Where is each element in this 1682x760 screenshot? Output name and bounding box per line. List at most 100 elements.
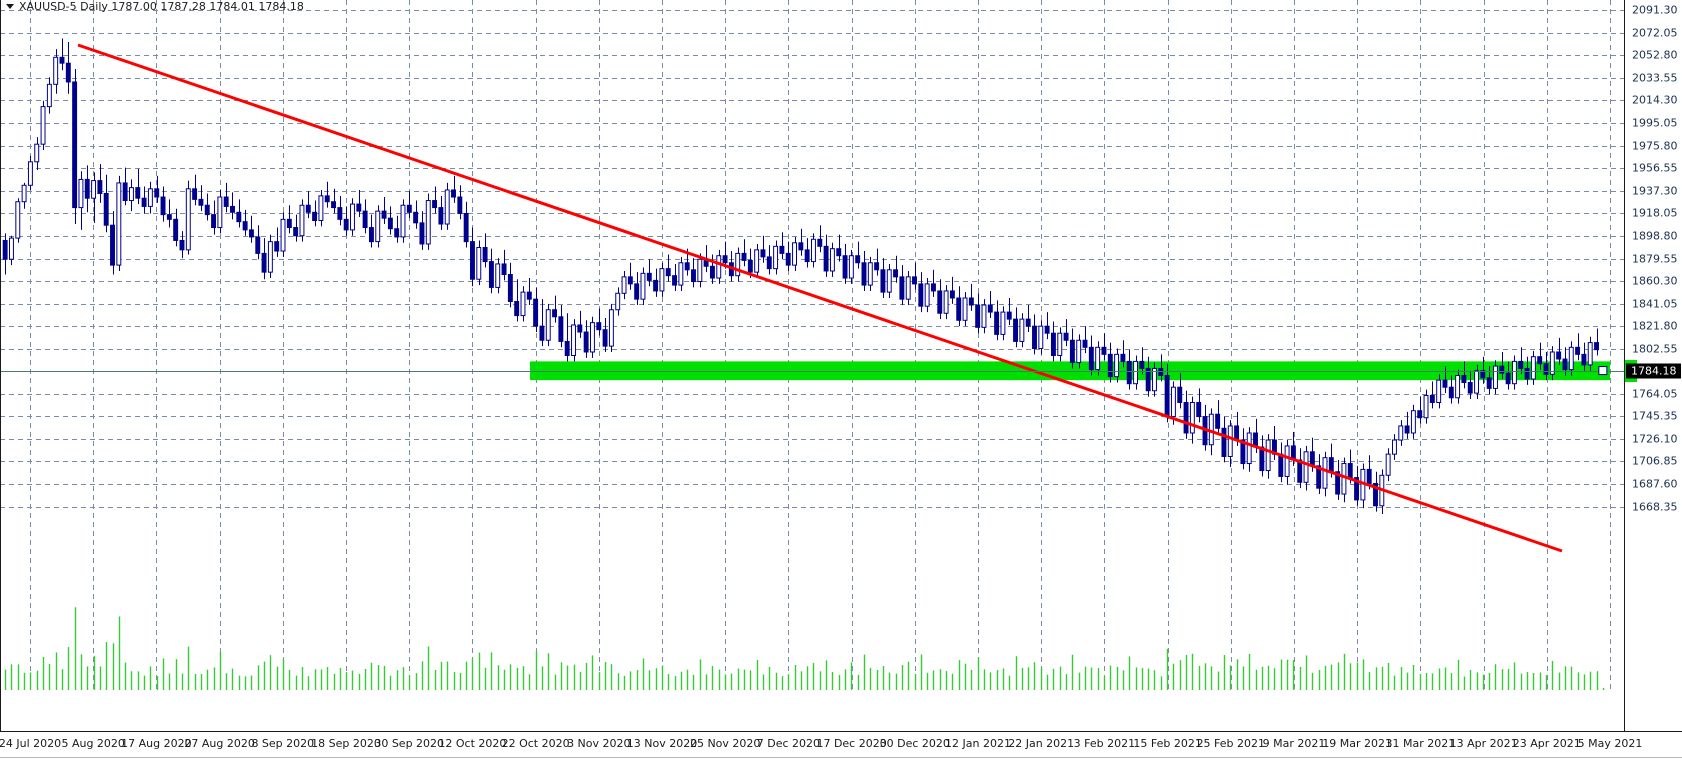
candle-body-bullish bbox=[1398, 425, 1404, 441]
candle-body-bullish bbox=[15, 201, 21, 239]
candle-body-bullish bbox=[1265, 439, 1271, 472]
candle-body-bearish bbox=[1524, 367, 1530, 380]
volume-bars bbox=[4, 607, 1605, 690]
candle-body-bullish bbox=[9, 237, 14, 260]
candle-body-bullish bbox=[1391, 439, 1397, 455]
candle-body-bearish bbox=[1101, 346, 1107, 355]
candle-body-bearish bbox=[514, 301, 520, 317]
candle-body-bullish bbox=[811, 238, 816, 263]
candle-body-bullish bbox=[640, 272, 646, 300]
candle-body-bearish bbox=[1499, 365, 1505, 374]
candle-body-bullish bbox=[40, 106, 46, 145]
candle-body-bearish bbox=[1429, 394, 1435, 403]
date-axis-label: 12 Jan 2021 bbox=[945, 737, 1011, 750]
candle-body-bearish bbox=[1278, 453, 1284, 477]
candle-body-bearish bbox=[1120, 353, 1126, 362]
candle-body-bearish bbox=[1537, 356, 1543, 365]
candle-body-bearish bbox=[97, 180, 103, 194]
candle-body-bearish bbox=[305, 204, 311, 213]
date-axis[interactable]: 24 Jul 2020 5 Aug 2020 17 Aug 2020 27 Aug 2… bbox=[0, 731, 1682, 760]
candle-body-bearish bbox=[602, 329, 608, 347]
candle-body-bullish bbox=[1057, 332, 1063, 357]
candle-body-bearish bbox=[387, 217, 393, 230]
candle-body-bearish bbox=[463, 212, 469, 243]
candle-body-bearish bbox=[192, 188, 198, 200]
price-axis-label: 1687.60 bbox=[1632, 477, 1678, 491]
candle-body-bearish bbox=[842, 255, 848, 279]
candle-body-bearish bbox=[552, 309, 558, 318]
candle-body-bullish bbox=[1095, 346, 1101, 371]
candle-body-bullish bbox=[78, 178, 84, 209]
price-axis-label: 1764.05 bbox=[1632, 387, 1678, 401]
candle-body-bearish bbox=[248, 229, 254, 238]
candle-body-bullish bbox=[615, 292, 621, 311]
price-axis-label: 1956.55 bbox=[1632, 161, 1678, 175]
candle-body-bearish bbox=[1594, 342, 1599, 351]
current-price-tag: 1784.18 bbox=[1626, 363, 1681, 379]
candle-body-bullish bbox=[116, 182, 122, 266]
candle-body-bearish bbox=[975, 304, 981, 328]
candle-body-bearish bbox=[204, 204, 210, 216]
candle-body-bullish bbox=[425, 200, 431, 245]
candle-body-bearish bbox=[331, 201, 336, 209]
price-axis-label: 1668.35 bbox=[1632, 500, 1678, 514]
candle-body-bearish bbox=[274, 241, 280, 252]
candle-body-bearish bbox=[1373, 482, 1378, 507]
candle-body-bearish bbox=[634, 283, 640, 300]
candle-body-bearish bbox=[709, 265, 715, 279]
date-axis-label: 15 Feb 2021 bbox=[1133, 737, 1202, 750]
candle-body-bearish bbox=[141, 197, 147, 207]
candle-body-bearish bbox=[1145, 367, 1151, 392]
candle-body-bullish bbox=[1133, 360, 1138, 385]
candle-body-bearish bbox=[722, 255, 728, 264]
date-axis-label: 17 Dec 2020 bbox=[816, 737, 887, 750]
candle-body-bullish bbox=[608, 309, 614, 347]
candle-body-bearish bbox=[577, 324, 583, 333]
candle-body-bearish bbox=[836, 248, 842, 257]
price-axis[interactable]: 2091.30 2072.05 2052.80 2033.55 2014.30 1995.… bbox=[1624, 0, 1682, 731]
candle-body-bearish bbox=[1139, 360, 1145, 369]
price-plot-area[interactable] bbox=[0, 0, 1624, 731]
candle-body-bullish bbox=[34, 143, 40, 163]
candle-body-bearish bbox=[912, 276, 917, 285]
candle-body-bullish bbox=[886, 269, 892, 293]
date-axis-label: 5 May 2021 bbox=[1577, 737, 1643, 750]
candle-body-bearish bbox=[1050, 332, 1056, 357]
price-axis-label: 1821.80 bbox=[1632, 319, 1678, 333]
candle-body-bullish bbox=[1587, 342, 1593, 366]
candle-body-bullish bbox=[571, 324, 576, 357]
candle-body-bearish bbox=[438, 207, 444, 225]
candle-body-bearish bbox=[135, 187, 141, 199]
candle-body-bearish bbox=[672, 275, 678, 286]
price-axis-label: 2091.30 bbox=[1632, 3, 1678, 17]
candle-body-bearish bbox=[1240, 439, 1246, 465]
date-axis-label: 12 Oct 2020 bbox=[438, 737, 507, 750]
candle-body-bearish bbox=[1196, 401, 1202, 418]
date-axis-label: 5 Aug 2020 bbox=[61, 737, 125, 750]
candle-body-bearish bbox=[804, 249, 810, 263]
candle-body-bearish bbox=[1183, 401, 1189, 434]
candle-body-bearish bbox=[665, 268, 671, 277]
candle-body-bearish bbox=[230, 205, 235, 213]
candle-body-bearish bbox=[261, 252, 267, 273]
candle-body-bullish bbox=[905, 276, 911, 300]
candle-body-bearish bbox=[413, 211, 419, 224]
candle-body-bearish bbox=[1177, 386, 1183, 403]
candle-body-bearish bbox=[741, 252, 747, 261]
candle-body-bullish bbox=[1019, 318, 1025, 342]
candle-body-bearish bbox=[470, 241, 475, 280]
candle-body-bullish bbox=[1189, 401, 1195, 434]
candle-body-bullish bbox=[867, 262, 873, 286]
candle-body-bullish bbox=[1341, 463, 1347, 495]
candle-body-bearish bbox=[526, 291, 532, 300]
candle-body-bearish bbox=[293, 227, 299, 237]
candle-body-bearish bbox=[1366, 468, 1372, 484]
date-axis-label: 13 Nov 2020 bbox=[626, 737, 698, 750]
candle-body-bearish bbox=[394, 228, 400, 238]
candlesticks bbox=[2, 38, 1606, 515]
candle-body-bearish bbox=[1063, 332, 1069, 341]
candle-body-bearish bbox=[1486, 377, 1492, 389]
date-axis-label: 25 Nov 2020 bbox=[689, 737, 761, 750]
date-axis-label: 31 Mar 2021 bbox=[1385, 737, 1456, 750]
candle-body-bearish bbox=[1562, 358, 1568, 371]
